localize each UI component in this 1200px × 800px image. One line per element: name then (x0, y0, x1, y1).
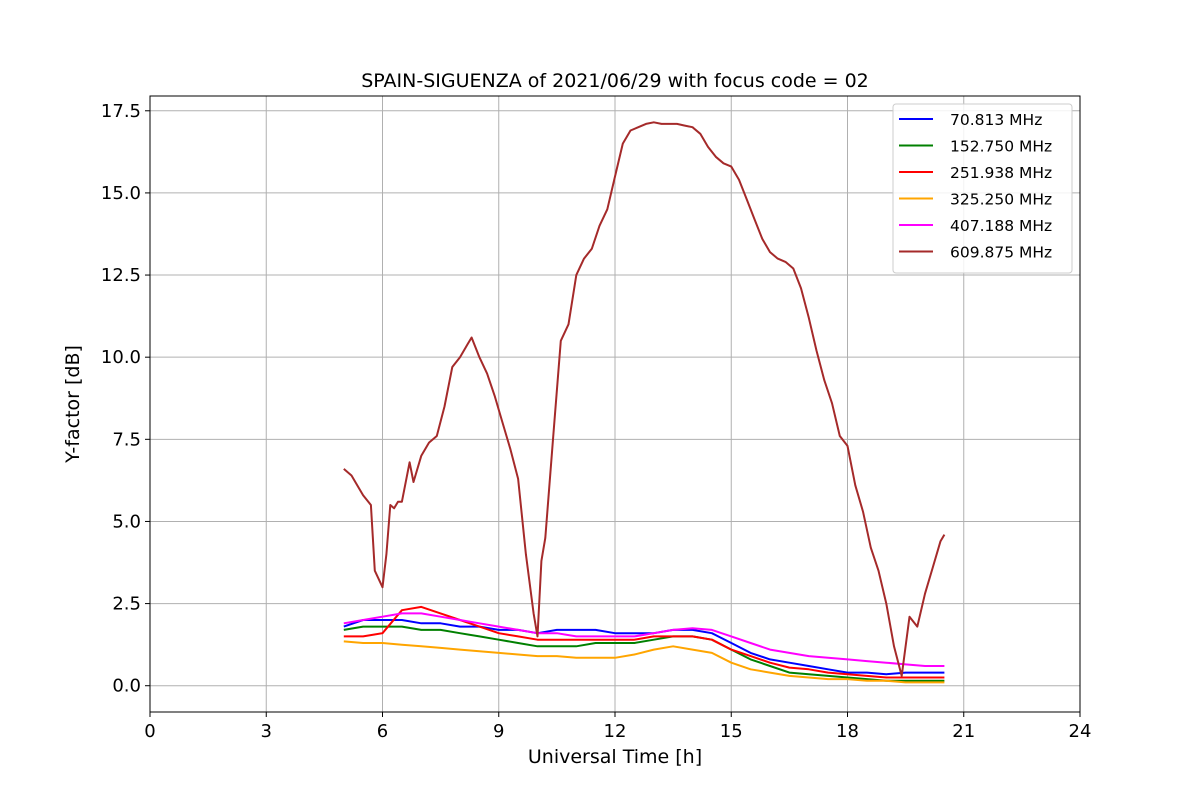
y-tick-label: 12.5 (101, 265, 141, 286)
legend-entry: 251.938 MHz (950, 164, 1052, 182)
y-tick-label: 15.0 (101, 183, 141, 204)
x-tick-label: 24 (1069, 721, 1092, 742)
x-tick-label: 18 (836, 721, 859, 742)
y-axis-label: Y-factor [dB] (62, 345, 84, 464)
x-tick-label: 12 (604, 721, 627, 742)
legend-entry: 407.188 MHz (950, 217, 1052, 235)
y-tick-label: 17.5 (101, 101, 141, 122)
series-line-5 (343, 121, 946, 677)
legend-box (892, 103, 1073, 274)
y-tick-label: 5.0 (112, 511, 141, 532)
series-line-2 (343, 605, 945, 679)
series-line-4 (343, 612, 945, 667)
y-tick-label: 10.0 (101, 347, 141, 368)
y-tick-label: 7.5 (112, 429, 141, 450)
y-axis: 0.0 2.5 5.0 7.5 10.0 12.5 15.0 17.5 (101, 101, 150, 697)
x-tick-label: 3 (261, 721, 272, 742)
x-tick-label: 9 (493, 721, 504, 742)
x-tick-label: 0 (144, 721, 155, 742)
grid (149, 96, 1081, 712)
x-axis-label: Universal Time [h] (528, 746, 702, 768)
legend-entry: 70.813 MHz (950, 111, 1042, 129)
series-line-1 (343, 625, 945, 682)
y-tick-label: 2.5 (112, 594, 141, 615)
legend: 70.813 MHz 152.750 MHz 251.938 MHz 325.250 … (892, 103, 1073, 274)
x-tick-label: 6 (377, 721, 388, 742)
series-line-3 (343, 640, 945, 684)
legend-entry: 152.750 MHz (950, 138, 1052, 156)
y-tick-label: 0.0 (112, 676, 141, 697)
series-layer (343, 121, 946, 684)
x-tick-label: 21 (952, 721, 975, 742)
series-line-0 (343, 619, 945, 676)
x-axis: 0 3 6 9 12 15 18 21 24 (144, 712, 1091, 742)
legend-entry: 325.250 MHz (950, 191, 1052, 209)
chart-title: SPAIN-SIGUENZA of 2021/06/29 with focus … (361, 70, 869, 92)
plot-area (343, 121, 946, 684)
legend-entry: 609.875 MHz (950, 244, 1052, 262)
x-tick-label: 15 (720, 721, 743, 742)
